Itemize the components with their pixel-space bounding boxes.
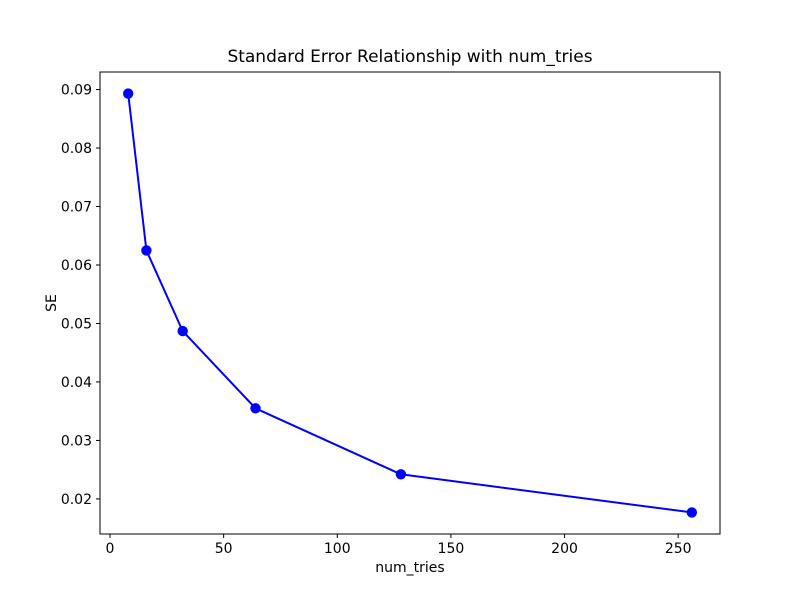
x-tick-label: 250: [665, 541, 692, 557]
x-tick-label: 150: [438, 541, 465, 557]
y-tick-label: 0.05: [61, 316, 92, 332]
y-tick-label: 0.08: [61, 141, 92, 157]
x-axis-label: num_tries: [375, 560, 444, 576]
line-series: [127, 92, 693, 514]
y-tick-label: 0.04: [61, 375, 92, 391]
x-tick-label: 100: [324, 541, 351, 557]
y-tick-label: 0.07: [61, 200, 92, 216]
axes-frame: [99, 71, 721, 535]
data-point: [123, 88, 134, 99]
plot-area: 0 50 100 150 200 250 0.02 0.03 0.04 0.05 0.06 0.07 0…: [61, 71, 721, 557]
data-point: [686, 507, 697, 518]
x-tick-label: 50: [215, 541, 233, 557]
y-tick-label: 0.02: [61, 492, 92, 508]
y-tick-label: 0.03: [61, 433, 92, 449]
y-tick-label: 0.09: [61, 83, 92, 99]
data-point: [141, 245, 152, 256]
x-tick-label: 0: [106, 541, 115, 557]
data-point: [250, 403, 261, 414]
data-point: [177, 325, 188, 337]
chart-title: Standard Error Relationship with num_tri…: [227, 47, 592, 67]
y-axis-label: SE: [44, 294, 60, 312]
data-point: [395, 469, 407, 480]
y-tick-label: 0.06: [61, 258, 92, 274]
x-tick-label: 200: [551, 541, 578, 557]
